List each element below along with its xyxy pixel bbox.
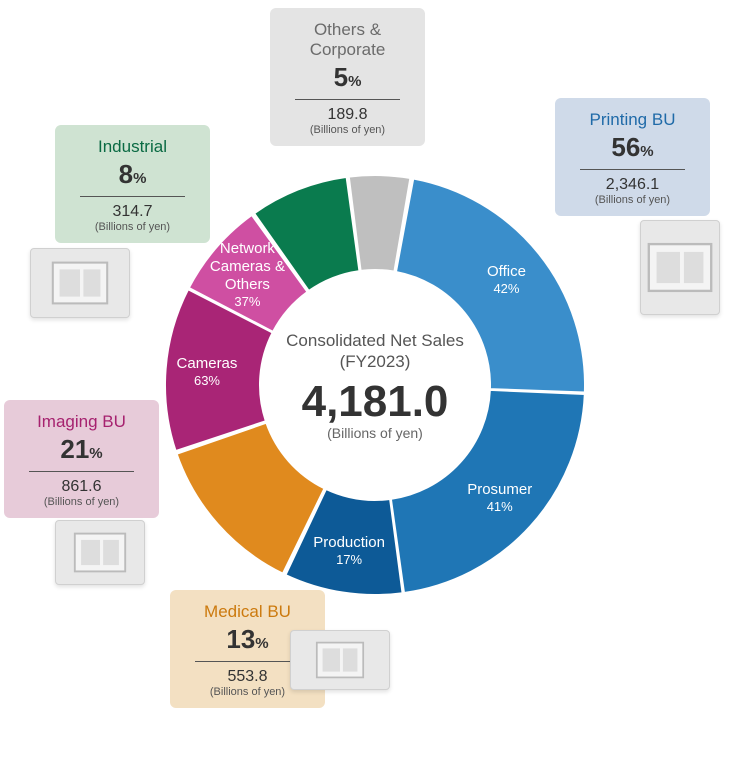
callout-unit: (Billions of yen): [65, 221, 200, 233]
center-title-1: Consolidated Net Sales: [265, 330, 485, 351]
center-unit: (Billions of yen): [265, 424, 485, 440]
callout-value: 314.7: [65, 203, 200, 221]
callout-divider: [195, 661, 300, 662]
product-image-medical: [290, 630, 390, 690]
callout-title: Printing BU: [565, 110, 700, 130]
callout-title: Imaging BU: [14, 412, 149, 432]
callout-divider: [580, 169, 685, 170]
callout-value: 861.6: [14, 478, 149, 496]
center-title-2: (FY2023): [265, 351, 485, 372]
callout-title: Industrial: [65, 137, 200, 157]
callout-divider: [29, 471, 134, 472]
product-image-industrial: [30, 248, 130, 318]
product-image-printing: [640, 220, 720, 315]
callout-pct: 56%: [565, 132, 700, 163]
callout-pct: 21%: [14, 434, 149, 465]
callout-pct: 5%: [280, 62, 415, 93]
donut-chart: Consolidated Net Sales (FY2023) 4,181.0 …: [165, 175, 585, 595]
callout-pct: 8%: [65, 159, 200, 190]
center-label: Consolidated Net Sales (FY2023) 4,181.0 …: [265, 330, 485, 441]
callout-industrial: Industrial8% 314.7(Billions of yen): [55, 125, 210, 243]
callout-title: Medical BU: [180, 602, 315, 622]
callout-unit: (Billions of yen): [280, 124, 415, 136]
center-value: 4,181.0: [265, 376, 485, 426]
callout-others: Others &Corporate5% 189.8(Billions of yen…: [270, 8, 425, 146]
callout-imaging: Imaging BU21% 861.6(Billions of yen): [4, 400, 159, 518]
callout-divider: [80, 196, 185, 197]
callout-unit: (Billions of yen): [565, 194, 700, 206]
callout-title: Others &: [280, 20, 415, 40]
callout-unit: (Billions of yen): [14, 496, 149, 508]
callout-value: 189.8: [280, 106, 415, 124]
product-image-imaging: [55, 520, 145, 585]
callout-title: Corporate: [280, 40, 415, 60]
callout-printing: Printing BU56% 2,346.1(Billions of yen): [555, 98, 710, 216]
callout-value: 2,346.1: [565, 176, 700, 194]
callout-divider: [295, 99, 400, 100]
